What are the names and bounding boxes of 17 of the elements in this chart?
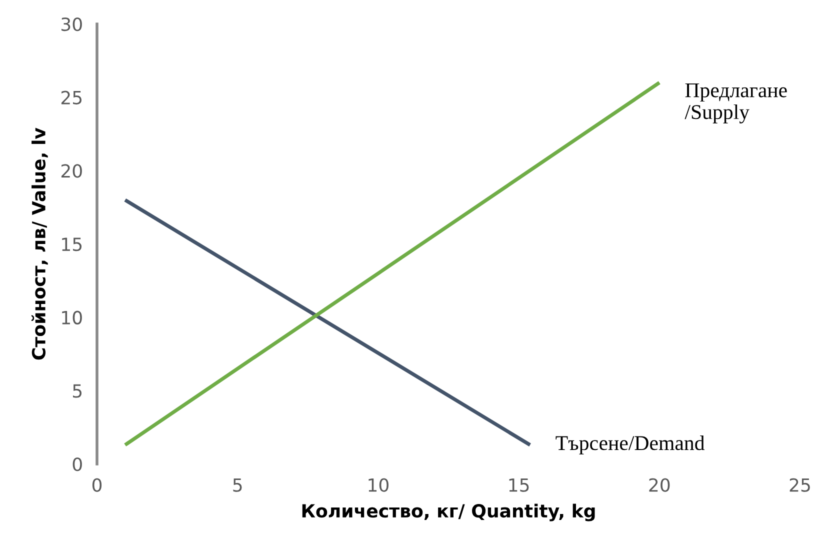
x-tick-label: 20 <box>649 478 670 492</box>
x-tick-label: 25 <box>790 478 810 492</box>
x-tick-label: 0 <box>92 478 102 492</box>
y-tick-label: 20 <box>61 164 82 178</box>
y-tick-label: 25 <box>61 90 82 104</box>
series-label: Търсене/Demand <box>556 435 705 454</box>
y-tick-label: 0 <box>72 457 82 472</box>
y-tick-label: 30 <box>62 17 82 32</box>
x-tick-label: 15 <box>509 478 529 492</box>
y-tick-label: 15 <box>62 238 82 252</box>
x-tick-label: 5 <box>233 478 242 492</box>
series-label: Предлагане /Supply <box>684 83 787 124</box>
y-axis-title: Стойност, лв/ Value, lv <box>31 128 48 360</box>
x-axis-title: Количество, кг/ Quantity, kg <box>302 504 595 522</box>
y-tick-label: 5 <box>73 384 82 398</box>
y-tick-label: 10 <box>62 310 82 324</box>
x-tick-label: 10 <box>368 478 388 492</box>
